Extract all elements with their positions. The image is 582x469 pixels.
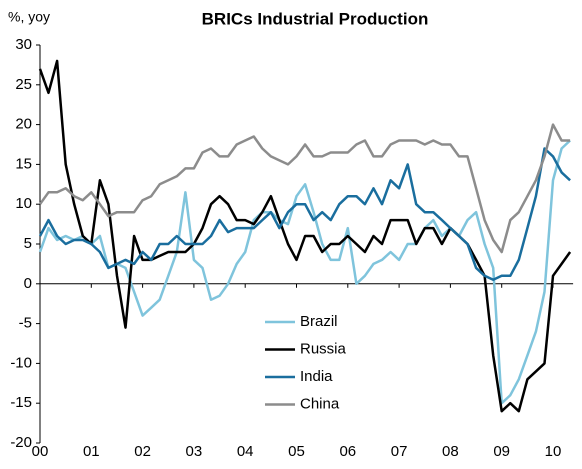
y-tick-label: -10 [10,354,32,371]
x-tick-label: 04 [237,443,254,460]
y-tick-label: 15 [15,155,32,172]
y-tick-label: -5 [19,315,32,332]
y-axis-label: %, yoy [8,9,50,25]
x-tick-label: 03 [186,443,203,460]
y-tick-label: 20 [15,116,32,133]
y-tick-label: 10 [15,195,32,212]
x-tick-label: 07 [391,443,408,460]
chart-title: BRICs Industrial Production [202,9,429,28]
x-tick-label: 08 [442,443,459,460]
legend-label: India [300,368,333,385]
x-tick-label: 06 [339,443,356,460]
series-line [38,123,571,254]
legend-label: China [300,395,340,412]
series-line [38,139,571,405]
x-tick-label: 05 [288,443,305,460]
legend-label: Russia [300,340,347,357]
y-tick-label: 5 [24,235,32,252]
x-tick-label: 00 [32,443,49,460]
y-tick-label: 0 [24,275,32,292]
x-tick-label: 01 [83,443,100,460]
y-tick-label: -15 [10,394,32,411]
series-line [38,59,572,413]
y-tick-label: 25 [15,76,32,93]
y-tick-label: 30 [15,36,32,53]
x-tick-label: 10 [545,443,562,460]
legend-label: Brazil [300,313,338,330]
series-line [38,147,571,282]
y-tick-label: -20 [10,434,32,451]
x-tick-label: 02 [134,443,151,460]
x-tick-label: 09 [493,443,510,460]
